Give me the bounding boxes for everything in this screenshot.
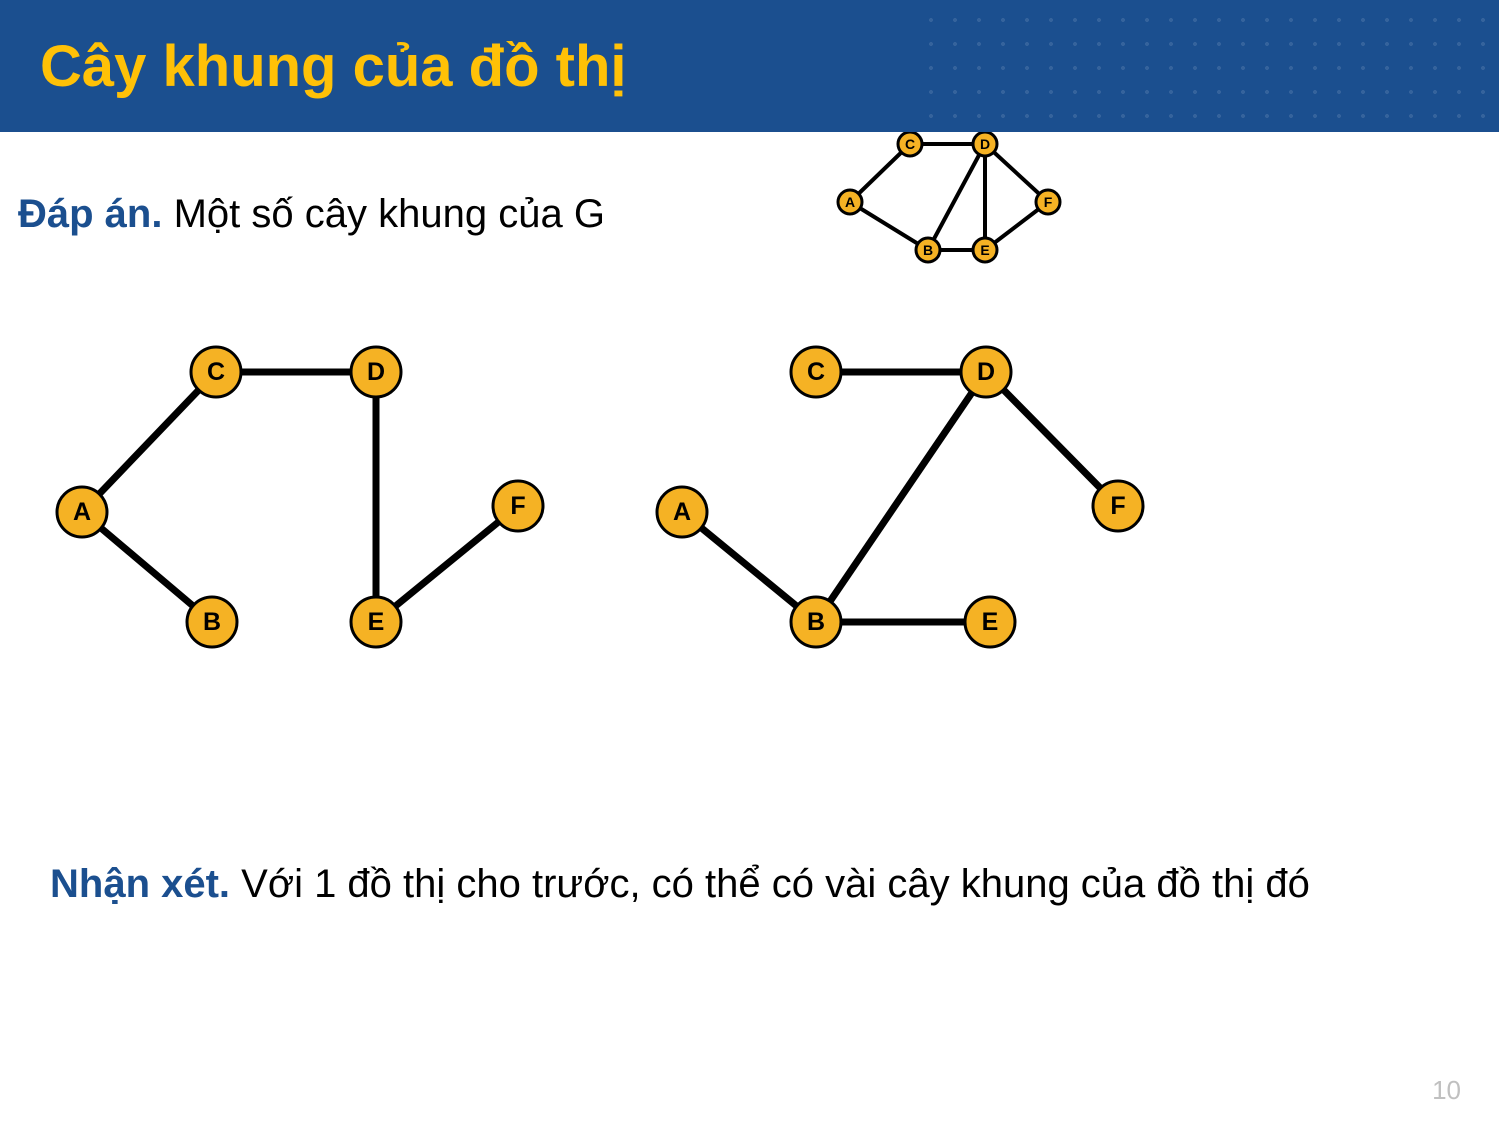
node-label-C: C <box>207 358 225 386</box>
answer-body: Một số cây khung của G <box>162 192 604 236</box>
edge-D-B <box>816 372 986 622</box>
node-label-A: A <box>845 194 855 210</box>
node-label-E: E <box>982 608 999 636</box>
node-label-A: A <box>673 498 691 526</box>
answer-text: Đáp án. Một số cây khung của G <box>18 192 605 237</box>
node-label-F: F <box>1110 492 1125 520</box>
edge-A-B <box>850 202 928 250</box>
node-label-A: A <box>73 498 91 526</box>
note-text: Nhận xét. Với 1 đồ thị cho trước, có thể… <box>50 857 1439 911</box>
node-label-B: B <box>807 608 825 636</box>
note-label: Nhận xét. <box>50 862 230 906</box>
node-label-F: F <box>510 492 525 520</box>
slide-title: Cây khung của đồ thị <box>40 33 627 100</box>
node-label-E: E <box>368 608 385 636</box>
edge-D-B <box>928 144 985 250</box>
edge-A-C <box>82 372 216 512</box>
spanning-tree-1: A B C D E F <box>50 342 580 662</box>
node-label-D: D <box>367 358 385 386</box>
graph-g-small: A B C D E F <box>830 132 1080 272</box>
slide-header: Cây khung của đồ thị <box>0 0 1499 132</box>
node-label-E: E <box>980 242 989 258</box>
node-label-C: C <box>905 136 915 152</box>
note-body: Với 1 đồ thị cho trước, có thể có vài câ… <box>230 862 1310 906</box>
spanning-tree-2: A B C D E F <box>650 342 1180 662</box>
edge-D-F <box>986 372 1118 506</box>
node-label-D: D <box>977 358 995 386</box>
node-label-B: B <box>923 242 933 258</box>
node-label-F: F <box>1044 194 1053 210</box>
node-label-C: C <box>807 358 825 386</box>
node-label-D: D <box>980 136 990 152</box>
edge-E-F <box>376 506 518 622</box>
page-number: 10 <box>1432 1075 1461 1106</box>
answer-label: Đáp án. <box>18 192 162 236</box>
node-label-B: B <box>203 608 221 636</box>
